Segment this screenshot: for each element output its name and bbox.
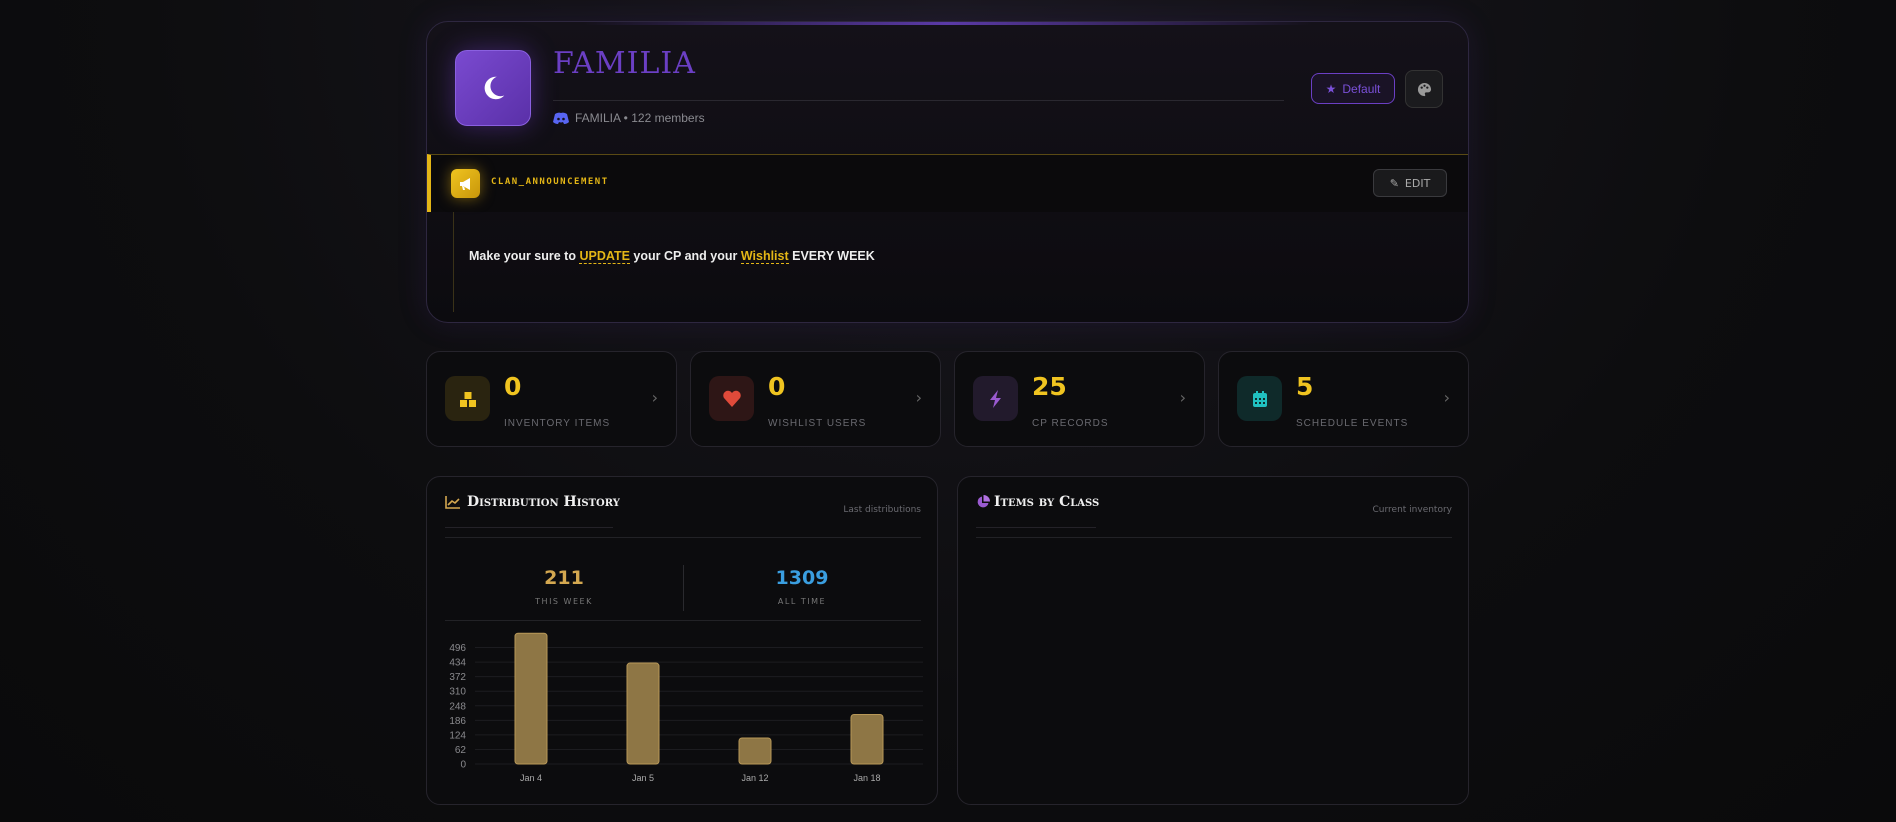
pie-chart-icon <box>977 495 990 508</box>
bar <box>626 662 660 765</box>
y-tick-label: 248 <box>449 701 466 712</box>
edit-label: EDIT <box>1404 176 1431 190</box>
x-tick-label: Jan 18 <box>853 773 880 783</box>
default-label: Default <box>1342 81 1381 96</box>
bar <box>738 737 772 765</box>
title-underline <box>445 527 613 528</box>
stat-label: INVENTORY ITEMS <box>504 418 611 429</box>
stat-card-wishlist[interactable]: 0 WISHLIST USERS › <box>690 351 941 447</box>
this-week-value: 211 <box>544 567 584 589</box>
boxes-icon <box>445 376 490 421</box>
card-title: Items by Class <box>994 494 1100 510</box>
clan-name: FAMILIA <box>553 46 696 81</box>
msg-text: your CP and your <box>629 249 741 263</box>
announcement-label: CLAN_ANNOUNCEMENT <box>491 177 609 187</box>
card-title: Distribution History <box>467 494 620 510</box>
stat-value: 25 <box>1032 372 1067 401</box>
palette-icon <box>1417 82 1431 96</box>
heart-icon <box>709 376 754 421</box>
title-underline <box>976 527 1096 528</box>
stat-card-schedule[interactable]: 5 SCHEDULE EVENTS › <box>1218 351 1469 447</box>
y-tick-label: 496 <box>449 643 466 654</box>
stat-value: 5 <box>1296 372 1314 401</box>
star-icon: ★ <box>1325 81 1337 96</box>
msg-text: Make your sure to <box>469 249 580 263</box>
discord-info: FAMILIA • 122 members <box>553 111 705 125</box>
edit-icon: ✎ <box>1389 176 1399 190</box>
card-note: Last distributions <box>843 505 921 515</box>
stat-label: CP RECORDS <box>1032 418 1109 429</box>
divider <box>553 100 1284 101</box>
edit-announcement-button[interactable]: ✎ EDIT <box>1373 169 1447 197</box>
this-week-label: THIS WEEK <box>535 597 593 606</box>
x-tick-label: Jan 12 <box>741 773 768 783</box>
clan-logo <box>455 50 531 126</box>
chevron-right-icon: › <box>1443 388 1450 407</box>
y-tick-label: 434 <box>449 658 466 669</box>
line-chart-icon <box>445 496 460 509</box>
all-time-label: ALL TIME <box>777 597 827 606</box>
announcement-bar: CLAN_ANNOUNCEMENT ✎ EDIT <box>427 154 1468 212</box>
chevron-right-icon: › <box>1179 388 1186 407</box>
clan-header-card: FAMILIA FAMILIA • 122 members ★ Default … <box>426 21 1469 323</box>
announcement-message: Make your sure to UPDATE your CP and you… <box>469 249 875 264</box>
msg-text: EVERY WEEK <box>788 249 875 263</box>
card-note: Current inventory <box>1372 505 1453 515</box>
moon-icon <box>484 76 505 100</box>
divider <box>683 565 684 611</box>
distribution-history-card: Distribution History Last distributions … <box>426 476 938 805</box>
chevron-right-icon: › <box>915 388 922 407</box>
chevron-right-icon: › <box>651 388 658 407</box>
items-by-class-card: Items by Class Current inventory <box>957 476 1469 805</box>
discord-icon <box>553 112 569 124</box>
stat-card-cp-records[interactable]: 25 CP RECORDS › <box>954 351 1205 447</box>
discord-text: FAMILIA • 122 members <box>575 111 705 125</box>
stat-label: WISHLIST USERS <box>768 418 867 429</box>
bar <box>514 632 548 765</box>
divider <box>976 537 1452 538</box>
bolt-icon <box>973 376 1018 421</box>
megaphone-icon <box>451 169 480 198</box>
x-tick-label: Jan 4 <box>520 773 542 783</box>
all-time-value: 1309 <box>775 567 829 589</box>
stat-value: 0 <box>768 372 786 401</box>
palette-button[interactable] <box>1405 70 1443 108</box>
announcement-rule <box>453 212 454 312</box>
bar <box>850 713 884 765</box>
msg-highlight-wishlist: Wishlist <box>740 249 789 264</box>
stat-card-inventory[interactable]: 0 INVENTORY ITEMS › <box>426 351 677 447</box>
distribution-bar-chart: 0 62 124 186 248 310 372 434 496 Jan 4 Jan 5 Jan 12… <box>449 632 923 783</box>
y-tick-label: 372 <box>449 672 466 683</box>
stat-value: 0 <box>504 372 522 401</box>
msg-highlight-update: UPDATE <box>579 249 630 264</box>
stat-label: SCHEDULE EVENTS <box>1296 418 1409 429</box>
calendar-icon <box>1237 376 1282 421</box>
divider <box>445 537 921 538</box>
x-tick-label: Jan 5 <box>632 773 654 783</box>
y-tick-label: 310 <box>449 687 466 698</box>
y-tick-label: 62 <box>455 745 467 756</box>
y-tick-label: 0 <box>460 760 466 771</box>
y-tick-label: 124 <box>449 730 466 741</box>
divider <box>445 620 921 621</box>
y-tick-label: 186 <box>449 716 466 727</box>
default-theme-button[interactable]: ★ Default <box>1311 73 1395 104</box>
